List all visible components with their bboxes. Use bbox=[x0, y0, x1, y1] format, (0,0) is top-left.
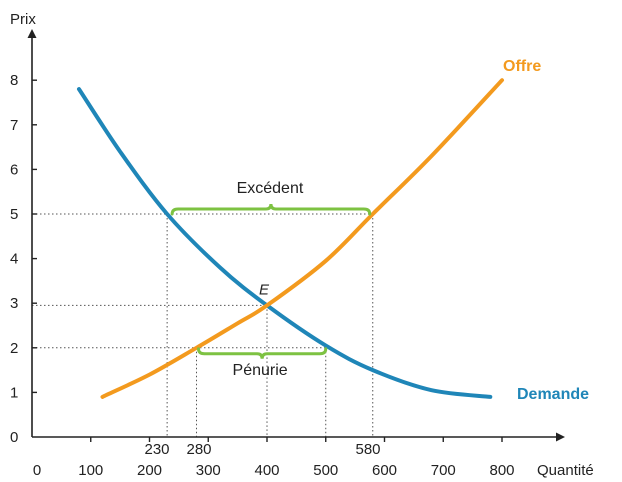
x-tick-label: 100 bbox=[78, 462, 103, 479]
y-tick-label: 0 bbox=[10, 429, 18, 446]
x-axis-title: Quantité bbox=[537, 462, 594, 479]
y-tick-label: 6 bbox=[10, 161, 18, 178]
bracket-excedent bbox=[170, 203, 372, 216]
axes: 0 1 2 3 4 5 6 7 8 0 100 200 300 400 500 600 700 800 230 280… bbox=[10, 11, 594, 479]
y-tick-label: 7 bbox=[10, 117, 18, 134]
marked-quantity-label: 280 bbox=[186, 441, 211, 458]
x-tick-label: 300 bbox=[196, 462, 221, 479]
y-axis-title: Prix bbox=[10, 11, 36, 28]
marked-quantity-label: 230 bbox=[144, 441, 169, 458]
y-tick-label: 2 bbox=[10, 340, 18, 357]
series-label-offre: Offre bbox=[503, 58, 541, 75]
reference-lines bbox=[32, 213, 374, 437]
annotation-excedent: Excédent bbox=[237, 180, 304, 197]
x-tick-label: 500 bbox=[313, 462, 338, 479]
annotation-penurie: Pénurie bbox=[233, 362, 288, 379]
series-line-demande bbox=[77, 87, 493, 399]
x-axis-arrow-icon bbox=[556, 432, 565, 442]
y-tick-label: 8 bbox=[10, 72, 18, 89]
y-tick-label: 4 bbox=[10, 251, 18, 268]
y-axis-arrow-icon bbox=[27, 29, 37, 38]
x-tick-label: 800 bbox=[489, 462, 514, 479]
curves bbox=[77, 78, 504, 399]
x-tick-label: 700 bbox=[431, 462, 456, 479]
y-tick-label: 3 bbox=[10, 295, 18, 312]
x-tick-label: 400 bbox=[254, 462, 279, 479]
series-label-demande: Demande bbox=[517, 386, 589, 403]
x-tick-label: 600 bbox=[372, 462, 397, 479]
y-tick-label: 1 bbox=[10, 384, 18, 401]
x-tick-label: 200 bbox=[137, 462, 162, 479]
annotations: Demande Offre E Excédent Pénurie bbox=[170, 58, 589, 403]
x-tick-label: 0 bbox=[33, 462, 41, 479]
series-line-offre bbox=[100, 78, 504, 399]
y-tick-label: 5 bbox=[10, 206, 18, 223]
equilibrium-label: E bbox=[259, 281, 270, 298]
marked-quantity-label: 580 bbox=[355, 441, 380, 458]
bracket-penurie bbox=[197, 347, 328, 359]
